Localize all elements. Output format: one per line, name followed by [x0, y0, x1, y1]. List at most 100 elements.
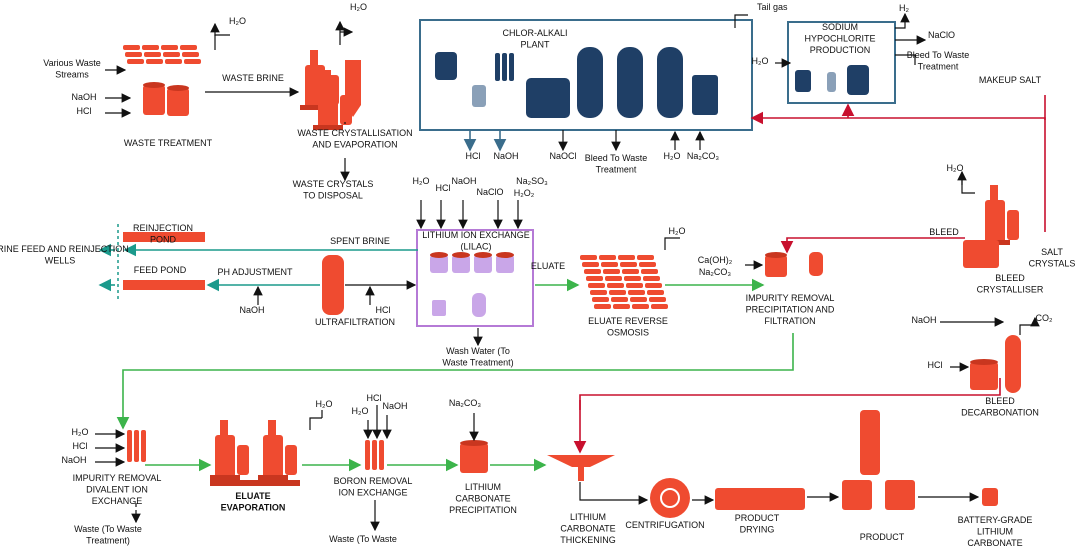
equipment	[622, 269, 639, 274]
label: NaOH	[239, 305, 264, 315]
equipment	[657, 47, 683, 118]
label: LITHIUM CARBONATE THICKENING	[560, 512, 616, 545]
label: Wash Water (To Waste Treatment)	[442, 346, 513, 368]
label-line: ELUATE REVERSE	[588, 316, 668, 326]
label-line: H₂O	[752, 56, 769, 66]
label: Na₂CO₃	[449, 398, 481, 408]
label-line: HCl	[367, 393, 382, 403]
label-line: BORON REMOVAL	[334, 476, 413, 486]
label-line: NaOCl	[549, 151, 576, 161]
equipment	[127, 430, 132, 462]
label: Waste (To Waste	[329, 534, 397, 544]
flow-line	[579, 482, 649, 505]
label-line: CRYSTALLISER	[977, 285, 1044, 295]
label-line: DIVALENT ION	[86, 485, 148, 495]
label: H₂O₂	[514, 188, 535, 198]
label: ELUATE REVERSE OSMOSIS	[588, 316, 668, 338]
equipment	[210, 475, 240, 480]
flow-line	[214, 34, 230, 50]
label: Na₂CO₃	[699, 267, 731, 277]
equipment	[594, 304, 611, 309]
equipment	[611, 297, 628, 302]
label: PH ADJUSTMENT	[217, 267, 293, 277]
label-line: ELUATE	[531, 261, 565, 271]
label: ELUATE	[531, 261, 565, 271]
flow-line	[579, 378, 1001, 410]
chlor-alkali-box	[419, 19, 753, 131]
label: ULTRAFILTRATION	[315, 317, 395, 327]
label: Na₂SO₃	[516, 176, 548, 186]
equipment	[643, 276, 660, 281]
equipment	[885, 480, 915, 510]
label-line: H₂O	[350, 2, 367, 12]
label-line: PLANT	[520, 40, 550, 50]
equipment	[601, 262, 618, 267]
equipment	[586, 276, 603, 281]
label: HCl	[436, 183, 451, 193]
equipment	[599, 255, 616, 260]
label-line: NaOH	[382, 401, 407, 411]
equipment	[660, 488, 680, 508]
equipment	[809, 252, 823, 276]
equipment	[472, 85, 486, 107]
label: BLEED DECARBONATION	[961, 396, 1039, 418]
equipment	[584, 269, 601, 274]
label: NaClO	[928, 30, 955, 40]
equipment	[474, 252, 492, 258]
label-line: LITHIUM	[465, 482, 501, 492]
label: H₂	[899, 3, 909, 13]
label-line: BLEED	[929, 227, 959, 237]
equipment	[639, 262, 656, 267]
equipment	[641, 269, 658, 274]
flow-line	[895, 12, 910, 29]
equipment	[143, 85, 165, 115]
label: H₂O	[316, 399, 333, 409]
label-line: Wash Water (To	[446, 346, 510, 356]
equipment	[578, 467, 584, 481]
equipment	[300, 105, 330, 110]
label-line: CRYSTALS	[1029, 259, 1076, 269]
equipment	[649, 297, 666, 302]
label-line: SPENT BRINE	[330, 236, 390, 246]
label: Various Waste Streams	[43, 58, 101, 80]
equipment	[430, 252, 448, 258]
label-line: OSMOSIS	[607, 328, 649, 338]
label-line: (LILAC)	[460, 242, 491, 252]
label-line: HCl	[376, 305, 391, 315]
label-line: MAKEUP SALT	[979, 75, 1042, 85]
label-line: PRECIPITATION	[449, 505, 517, 515]
label-line: Bleed To Waste	[907, 50, 970, 60]
label: HCl	[928, 360, 943, 370]
equipment	[502, 53, 507, 81]
equipment	[970, 362, 998, 390]
equipment	[322, 255, 344, 315]
label-line: DECARBONATION	[961, 408, 1039, 418]
label: SPENT BRINE	[330, 236, 390, 246]
label-line: BLEED	[985, 396, 1015, 406]
label: NaOH	[61, 455, 86, 465]
label: NaOCl	[549, 151, 576, 161]
label: NaOH	[382, 401, 407, 411]
equipment	[765, 252, 787, 258]
equipment	[765, 255, 787, 277]
label-line: LITHIUM ION EXCHANGE	[422, 230, 530, 240]
label-line: NaOH	[493, 151, 518, 161]
equipment	[496, 252, 514, 258]
label-line: NaOH	[71, 92, 96, 102]
equipment	[125, 52, 142, 57]
label: LITHIUM CARBONATE PRECIPITATION	[449, 482, 517, 515]
label-line: NaOH	[911, 315, 936, 325]
label-line: Waste Treatment)	[442, 358, 513, 368]
label: Bleed To Waste Treatment	[585, 153, 648, 175]
equipment	[827, 72, 836, 92]
label-line: Bleed To Waste	[585, 153, 648, 163]
equipment	[618, 255, 635, 260]
label-line: EXCHANGE	[92, 496, 143, 506]
label-line: IMPURITY REMOVAL	[73, 473, 162, 483]
label-line: AND EVAPORATION	[312, 140, 397, 150]
label-line: BATTERY-GRADE	[958, 515, 1033, 525]
label: Na₂CO₃	[687, 151, 719, 161]
flow-line	[961, 175, 975, 194]
label: HCl	[367, 393, 382, 403]
label: WASTE BRINE	[222, 73, 284, 83]
